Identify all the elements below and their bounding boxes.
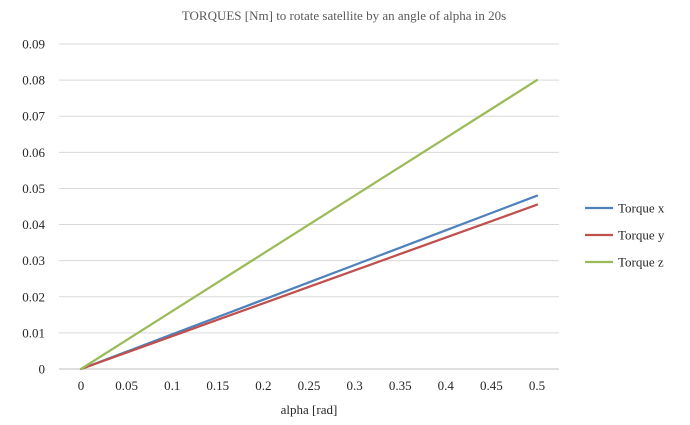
x-tick-label: 0 xyxy=(78,378,85,393)
y-tick-label: 0.04 xyxy=(22,217,45,232)
legend-label: Torque y xyxy=(618,228,665,243)
legend-label: Torque x xyxy=(618,201,665,216)
series-line-torque-y xyxy=(79,203,539,371)
y-tick-label: 0.07 xyxy=(22,109,45,124)
x-tick-label: 0.3 xyxy=(346,378,362,393)
x-tick-label: 0.35 xyxy=(389,378,412,393)
y-tick-label: 0 xyxy=(39,362,46,377)
x-tick-label: 0.25 xyxy=(298,378,321,393)
x-tick-label: 0.4 xyxy=(438,378,455,393)
x-tick-label: 0.1 xyxy=(164,378,180,393)
y-axis-ticks: 0 0.01 0.02 0.03 0.04 0.05 0.06 0.07 0.08 0.09 xyxy=(22,37,45,377)
y-tick-label: 0.09 xyxy=(22,37,45,52)
y-tick-label: 0.03 xyxy=(22,253,45,268)
y-tick-label: 0.01 xyxy=(22,325,45,340)
x-tick-label: 0.05 xyxy=(115,378,138,393)
x-tick-label: 0.15 xyxy=(206,378,229,393)
series-line-torque-x xyxy=(79,194,539,371)
legend: Torque x Torque y Torque z xyxy=(585,201,665,270)
y-tick-label: 0.05 xyxy=(22,181,45,196)
legend-label: Torque z xyxy=(618,255,664,270)
series-line-torque-z xyxy=(79,78,539,371)
x-axis-ticks: 0 0.05 0.1 0.15 0.2 0.25 0.3 0.35 0.4 0.45 0.5 xyxy=(78,378,545,393)
chart-title: TORQUES [Nm] to rotate satellite by an a… xyxy=(182,8,506,23)
x-axis-label: alpha [rad] xyxy=(281,402,338,417)
x-tick-label: 0.2 xyxy=(255,378,271,393)
gridlines xyxy=(59,43,559,334)
y-tick-label: 0.02 xyxy=(22,289,45,304)
y-tick-label: 0.06 xyxy=(22,145,45,160)
y-tick-label: 0.08 xyxy=(22,73,45,88)
x-tick-label: 0.45 xyxy=(480,378,503,393)
series-lines xyxy=(79,78,539,371)
x-tick-label: 0.5 xyxy=(529,378,545,393)
